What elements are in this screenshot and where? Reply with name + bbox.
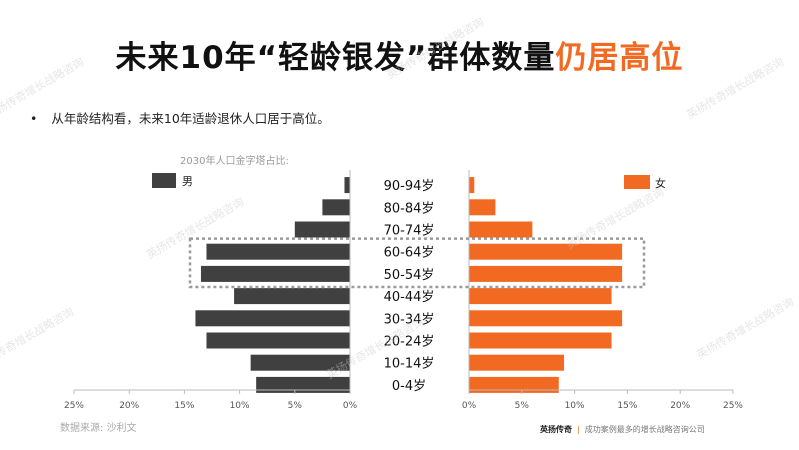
legend-female-swatch — [624, 175, 650, 189]
male-bar — [322, 199, 350, 216]
male-bar — [195, 310, 350, 327]
female-tick-label: 10% — [565, 401, 585, 411]
age-label: 40-44岁 — [384, 290, 435, 305]
age-label: 20-24岁 — [384, 335, 435, 350]
male-tick-label: 0% — [343, 401, 358, 411]
age-label: 70-74岁 — [384, 224, 435, 239]
female-tick-label: 15% — [617, 401, 637, 411]
legend-male-label: 男 — [182, 175, 193, 188]
bullet-point: • 从年龄结构看，未来10年适龄退休人口居于高位。 — [30, 108, 330, 127]
male-tick-label: 20% — [119, 401, 139, 411]
male-bar — [344, 177, 350, 194]
female-tick-label: 20% — [670, 401, 690, 411]
male-bar — [256, 376, 350, 393]
age-label: 50-54岁 — [384, 268, 435, 283]
highlight-box — [188, 237, 646, 289]
age-label: 80-84岁 — [384, 201, 435, 216]
page-title: 未来10年“轻龄银发”群体数量仍居高位 — [0, 32, 799, 77]
female-tick-label: 25% — [723, 401, 743, 411]
female-bar — [469, 221, 533, 238]
female-bar — [469, 177, 475, 194]
title-main: 未来10年“轻龄银发”群体数量 — [115, 40, 556, 76]
age-label: 10-14岁 — [384, 357, 435, 372]
title-highlight: 仍居高位 — [555, 40, 684, 76]
male-bar — [294, 221, 350, 238]
bullet-text: 从年龄结构看，未来10年适龄退休人口居于高位。 — [51, 111, 330, 126]
female-bar — [469, 265, 623, 282]
age-label: 60-64岁 — [384, 246, 435, 261]
female-bar — [469, 310, 623, 327]
female-bar — [469, 243, 623, 260]
footer-separator: | — [577, 425, 580, 434]
male-tick-label: 10% — [230, 401, 250, 411]
female-bar — [469, 354, 565, 371]
male-tick-label: 15% — [174, 401, 194, 411]
legend-female-label: 女 — [655, 176, 666, 190]
age-label: 0-4岁 — [392, 379, 426, 394]
age-label: 90-94岁 — [384, 179, 435, 194]
female-tick-label: 5% — [515, 401, 530, 411]
age-label: 30-34岁 — [384, 312, 435, 327]
female-bar — [469, 376, 559, 393]
male-tick-label: 5% — [288, 401, 303, 411]
male-tick-label: 25% — [64, 401, 84, 411]
male-bar — [206, 243, 350, 260]
male-bar — [234, 288, 350, 305]
female-tick-label: 0% — [462, 401, 477, 411]
female-bar — [469, 332, 612, 349]
footer-brand: 英扬传奇 — [540, 425, 572, 434]
female-bar — [469, 199, 496, 216]
footer: 英扬传奇 | 成功案例最多的增长战略咨询公司 — [540, 424, 705, 435]
pyramid-caption: 2030年人口金字塔占比: — [180, 156, 289, 167]
bullet-dot-icon: • — [30, 111, 38, 126]
source-note: 数据来源: 沙利文 — [60, 423, 137, 434]
footer-tagline: 成功案例最多的增长战略咨询公司 — [584, 425, 705, 434]
legend-male-swatch — [152, 173, 176, 188]
male-bar — [206, 332, 350, 349]
male-bar — [200, 265, 350, 282]
female-bar — [469, 288, 612, 305]
male-bar — [250, 354, 350, 371]
